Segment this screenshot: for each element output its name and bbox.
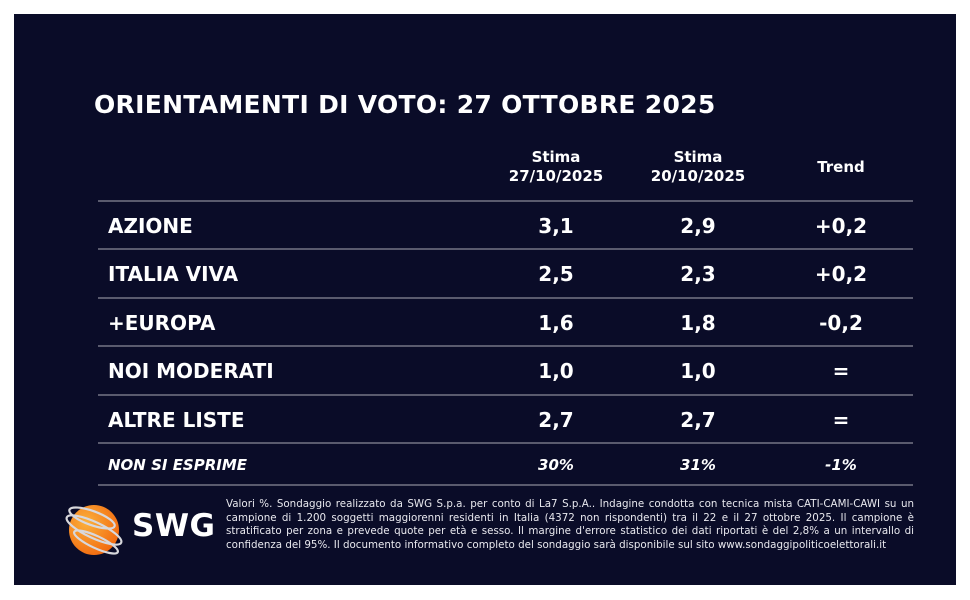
divider bbox=[98, 297, 913, 299]
table-row: ALTRE LISTE 2,7 2,7 = bbox=[98, 397, 913, 443]
divider bbox=[98, 345, 913, 347]
column-header-trend: Trend bbox=[771, 158, 911, 177]
party-name: AZIONE bbox=[108, 214, 193, 238]
trend-value: = bbox=[832, 359, 850, 383]
current-value: 3,1 bbox=[538, 214, 574, 238]
table-row: ITALIA VIVA 2,5 2,3 +0,2 bbox=[98, 251, 913, 297]
trend-value: = bbox=[832, 408, 850, 432]
party-name: NOI MODERATI bbox=[108, 359, 274, 383]
trend-value: +0,2 bbox=[814, 214, 868, 238]
column-header-previous: Stima 20/10/2025 bbox=[628, 148, 768, 186]
table-row: NOI MODERATI 1,0 1,0 = bbox=[98, 348, 913, 394]
previous-value: 2,3 bbox=[680, 262, 716, 286]
column-header-date: 20/10/2025 bbox=[650, 167, 746, 185]
party-name: ITALIA VIVA bbox=[108, 262, 239, 286]
globe-icon bbox=[65, 505, 123, 555]
column-header-label: Trend bbox=[817, 158, 865, 176]
current-value: 2,5 bbox=[538, 262, 574, 286]
poll-panel: ORIENTAMENTI DI VOTO: 27 OTTOBRE 2025 St… bbox=[14, 14, 956, 585]
table-row: AZIONE 3,1 2,9 +0,2 bbox=[98, 203, 913, 249]
divider bbox=[98, 442, 913, 444]
trend-value: -0,2 bbox=[819, 311, 863, 335]
current-value: 1,6 bbox=[538, 311, 574, 335]
current-value: 1,0 bbox=[538, 359, 574, 383]
swg-logo: SWG bbox=[56, 498, 216, 558]
previous-value: 1,8 bbox=[680, 311, 716, 335]
previous-value: 2,7 bbox=[680, 408, 716, 432]
page-title: ORIENTAMENTI DI VOTO: 27 OTTOBRE 2025 bbox=[94, 90, 716, 119]
divider bbox=[98, 200, 913, 202]
party-name: +EUROPA bbox=[108, 311, 216, 335]
party-name: ALTRE LISTE bbox=[108, 408, 245, 432]
divider bbox=[98, 394, 913, 396]
current-value: 30% bbox=[538, 456, 574, 474]
previous-value: 2,9 bbox=[680, 214, 716, 238]
column-header-label: Stima bbox=[531, 148, 581, 166]
column-header-date: 27/10/2025 bbox=[508, 167, 604, 185]
current-value: 2,7 bbox=[538, 408, 574, 432]
trend-value: +0,2 bbox=[814, 262, 868, 286]
column-header-current: Stima 27/10/2025 bbox=[486, 148, 626, 186]
table-row: +EUROPA 1,6 1,8 -0,2 bbox=[98, 300, 913, 346]
methodology-note: Valori %. Sondaggio realizzato da SWG S.… bbox=[226, 498, 914, 551]
trend-value: -1% bbox=[825, 456, 857, 474]
divider bbox=[98, 484, 913, 486]
table-row-non-si-esprime: NON SI ESPRIME 30% 31% -1% bbox=[98, 445, 913, 485]
previous-value: 1,0 bbox=[680, 359, 716, 383]
column-header-label: Stima bbox=[673, 148, 723, 166]
logo-text: SWG bbox=[132, 508, 216, 544]
party-name: NON SI ESPRIME bbox=[108, 456, 248, 474]
previous-value: 31% bbox=[680, 456, 716, 474]
divider bbox=[98, 248, 913, 250]
